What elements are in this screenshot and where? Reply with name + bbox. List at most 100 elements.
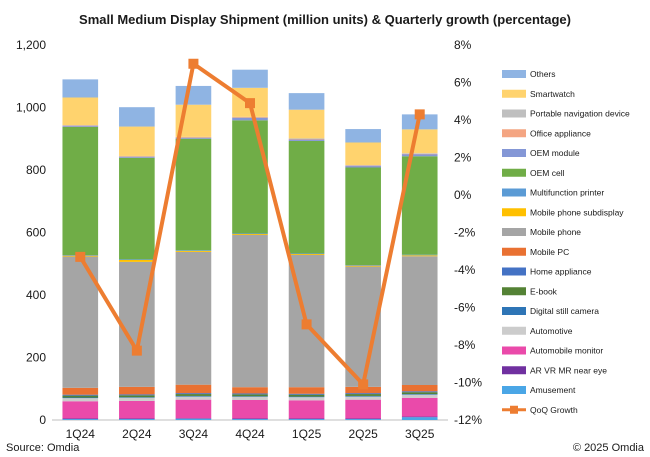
bar-segment xyxy=(175,136,212,138)
bar-segment xyxy=(288,109,325,139)
bar-segment xyxy=(119,386,155,395)
bar-segment xyxy=(62,419,99,420)
legend-swatch xyxy=(502,168,526,177)
legend-label: QoQ Growth xyxy=(530,405,578,415)
bar-segment xyxy=(345,394,381,396)
bar-segment xyxy=(288,138,325,140)
legend-label: Mobile phone subdisplay xyxy=(530,207,624,217)
legend-label: Mobile PC xyxy=(530,247,569,257)
bar-segment xyxy=(401,397,438,417)
bar-segment xyxy=(401,154,438,157)
bar-segment xyxy=(401,417,438,420)
legend-label: Others xyxy=(530,69,556,79)
bar-segment xyxy=(345,399,381,419)
bar-segment xyxy=(62,395,99,398)
bar-segment xyxy=(288,253,325,255)
legend-swatch xyxy=(502,228,526,236)
legend-swatch xyxy=(502,70,526,78)
bar-segment xyxy=(175,250,212,251)
bar-segment xyxy=(175,395,212,397)
qoq-point xyxy=(301,319,312,330)
bar-segment xyxy=(175,137,212,138)
copyright-note: © 2025 Omdia xyxy=(573,442,645,454)
bar-segment xyxy=(401,391,438,393)
legend-label: Digital still camera xyxy=(530,306,599,316)
legend-label: Portable navigation device xyxy=(530,109,630,119)
bar-segment xyxy=(175,250,212,252)
qoq-point xyxy=(358,379,369,390)
bar-segment xyxy=(232,117,268,121)
legend-swatch xyxy=(502,307,526,315)
legend-swatch xyxy=(502,386,526,394)
y-tick-label: 600 xyxy=(26,226,46,240)
bar-segment xyxy=(288,254,325,255)
y-tick-label: 400 xyxy=(26,288,46,302)
bar-segment xyxy=(175,251,212,385)
bar-segment xyxy=(62,125,99,127)
bar-segment xyxy=(119,259,155,260)
x-tick-label: 3Q25 xyxy=(405,427,435,441)
qoq-point xyxy=(131,345,142,356)
qoq-point xyxy=(245,98,255,109)
bar-segment xyxy=(232,120,268,234)
bar-segment xyxy=(345,396,381,400)
bar-segment xyxy=(175,137,212,139)
x-tick-label: 4Q24 xyxy=(235,427,265,441)
bar-segment xyxy=(345,419,381,420)
legend-label: Multifunction printer xyxy=(530,188,604,198)
bar-segment xyxy=(62,79,99,98)
bar-segment xyxy=(345,265,381,266)
legend-swatch xyxy=(502,247,526,256)
bar-segment xyxy=(401,129,438,154)
bar-segment xyxy=(175,418,212,419)
bar-segment xyxy=(401,394,438,398)
legend-label: E-book xyxy=(530,286,558,296)
x-tick-label: 2Q25 xyxy=(348,427,378,441)
bar-segment xyxy=(232,393,268,395)
y-tick-label: 0 xyxy=(39,413,46,427)
legend-swatch xyxy=(502,149,526,157)
bar-segment xyxy=(119,155,155,157)
y2-tick-label: 6% xyxy=(454,76,472,90)
bar-segment xyxy=(232,235,268,388)
y2-tick-label: 2% xyxy=(454,151,472,165)
bar-segment xyxy=(232,396,268,397)
bar-segment xyxy=(232,396,268,400)
bar-segment xyxy=(288,139,325,141)
y2-tick-label: -4% xyxy=(454,263,476,277)
y-tick-label: 200 xyxy=(26,351,46,365)
chart-bars: 1Q24 2Q24 3Q24 4Q24 1Q25 2Q25 3Q25 xyxy=(62,69,438,441)
y2-tick-label: 0% xyxy=(454,188,472,202)
bar-segment xyxy=(232,116,268,118)
bar-segment xyxy=(62,97,99,125)
bar-segment xyxy=(345,142,381,165)
bar-segment xyxy=(119,157,155,260)
bar-segment xyxy=(345,129,381,143)
bar-segment xyxy=(288,418,325,420)
qoq-point xyxy=(414,109,425,120)
bar-segment xyxy=(401,416,438,418)
bar-segment xyxy=(62,418,99,420)
y-tick-label: 1,200 xyxy=(16,38,46,52)
bar-segment xyxy=(345,165,381,168)
bar-segment xyxy=(345,386,381,394)
bar-segment xyxy=(288,139,325,140)
bar-segment xyxy=(401,255,438,257)
y2-tick-label: -12% xyxy=(454,413,482,427)
legend-label: Home appliance xyxy=(530,267,592,277)
bar-segment xyxy=(232,394,268,397)
bar-segment xyxy=(119,397,155,401)
qoq-growth-line xyxy=(75,58,425,390)
bar-segment xyxy=(62,397,99,399)
source-note: Source: Omdia xyxy=(6,442,80,454)
legend-label: OEM module xyxy=(530,148,580,158)
bar-segment xyxy=(175,399,212,419)
legend-swatch xyxy=(502,109,526,118)
y2-tick-label: 8% xyxy=(454,38,472,52)
legend-swatch xyxy=(502,188,526,197)
bar-segment xyxy=(175,396,212,400)
x-tick-label: 3Q24 xyxy=(179,427,209,441)
bar-segment xyxy=(401,153,438,154)
bar-segment xyxy=(119,419,155,420)
